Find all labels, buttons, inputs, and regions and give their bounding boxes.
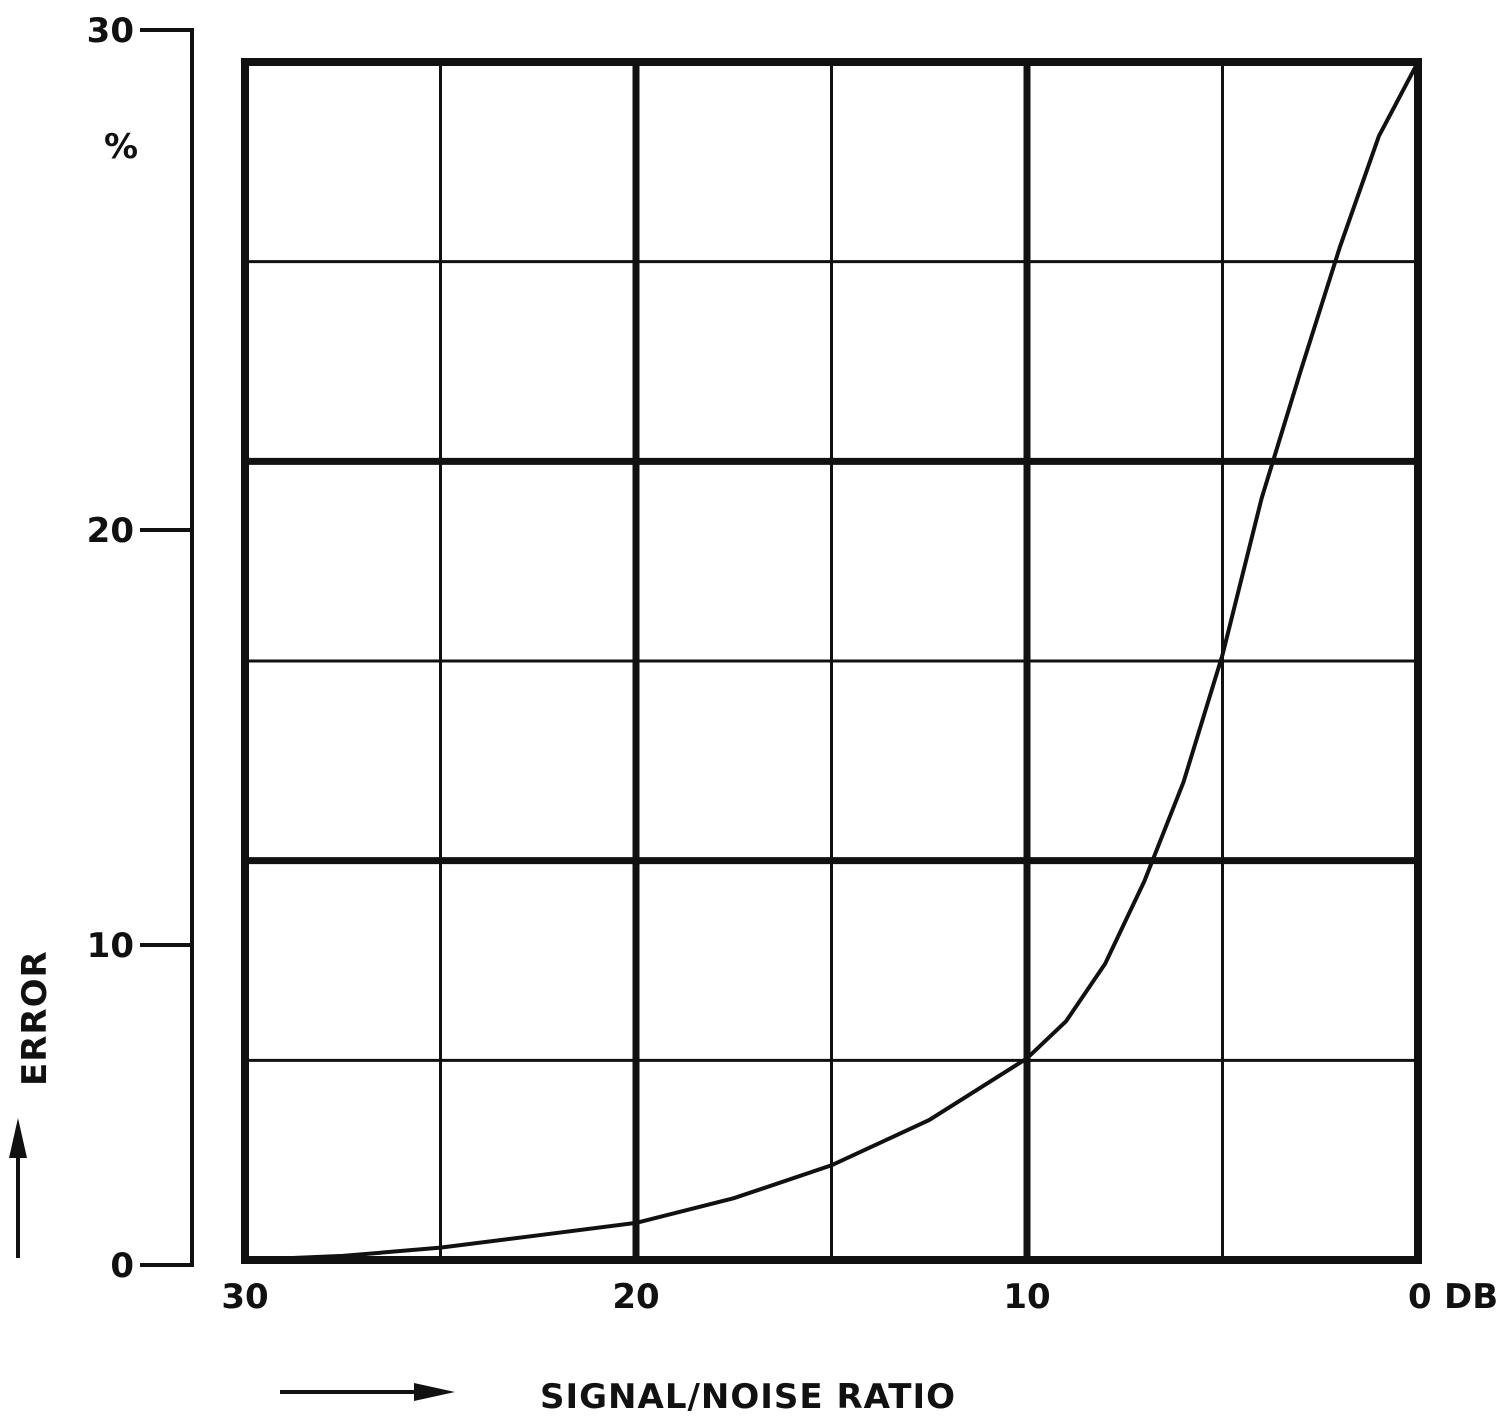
right-arrow-icon bbox=[280, 1383, 455, 1401]
x-tick-label: 30 bbox=[221, 1277, 268, 1317]
up-arrow-icon bbox=[9, 1118, 27, 1258]
series-line bbox=[244, 61, 1420, 1262]
x-unit-label: DB bbox=[1444, 1277, 1498, 1317]
y-tick-label: 10 bbox=[87, 926, 134, 966]
x-tick-label: 10 bbox=[1003, 1277, 1050, 1317]
x-tick-label: 20 bbox=[612, 1277, 659, 1317]
y-axis-ticks: 30 20 10 0 bbox=[87, 11, 194, 1286]
y-axis-title-group: ERROR bbox=[9, 950, 55, 1258]
grid-lines bbox=[245, 62, 1418, 1260]
x-tick-label: 0 bbox=[1408, 1277, 1432, 1317]
y-tick-label: 20 bbox=[87, 511, 134, 551]
y-axis-label: ERROR bbox=[15, 950, 55, 1086]
x-axis-label: SIGNAL/NOISE RATIO bbox=[540, 1377, 956, 1417]
y-tick-label: 30 bbox=[87, 11, 134, 51]
plot-frame bbox=[241, 58, 1422, 1264]
x-axis-title-group: SIGNAL/NOISE RATIO bbox=[280, 1377, 956, 1417]
y-tick-label: 0 bbox=[110, 1246, 134, 1286]
x-axis-ticks: 30 20 10 0 bbox=[221, 1277, 1431, 1317]
y-unit-label: % bbox=[104, 127, 138, 167]
